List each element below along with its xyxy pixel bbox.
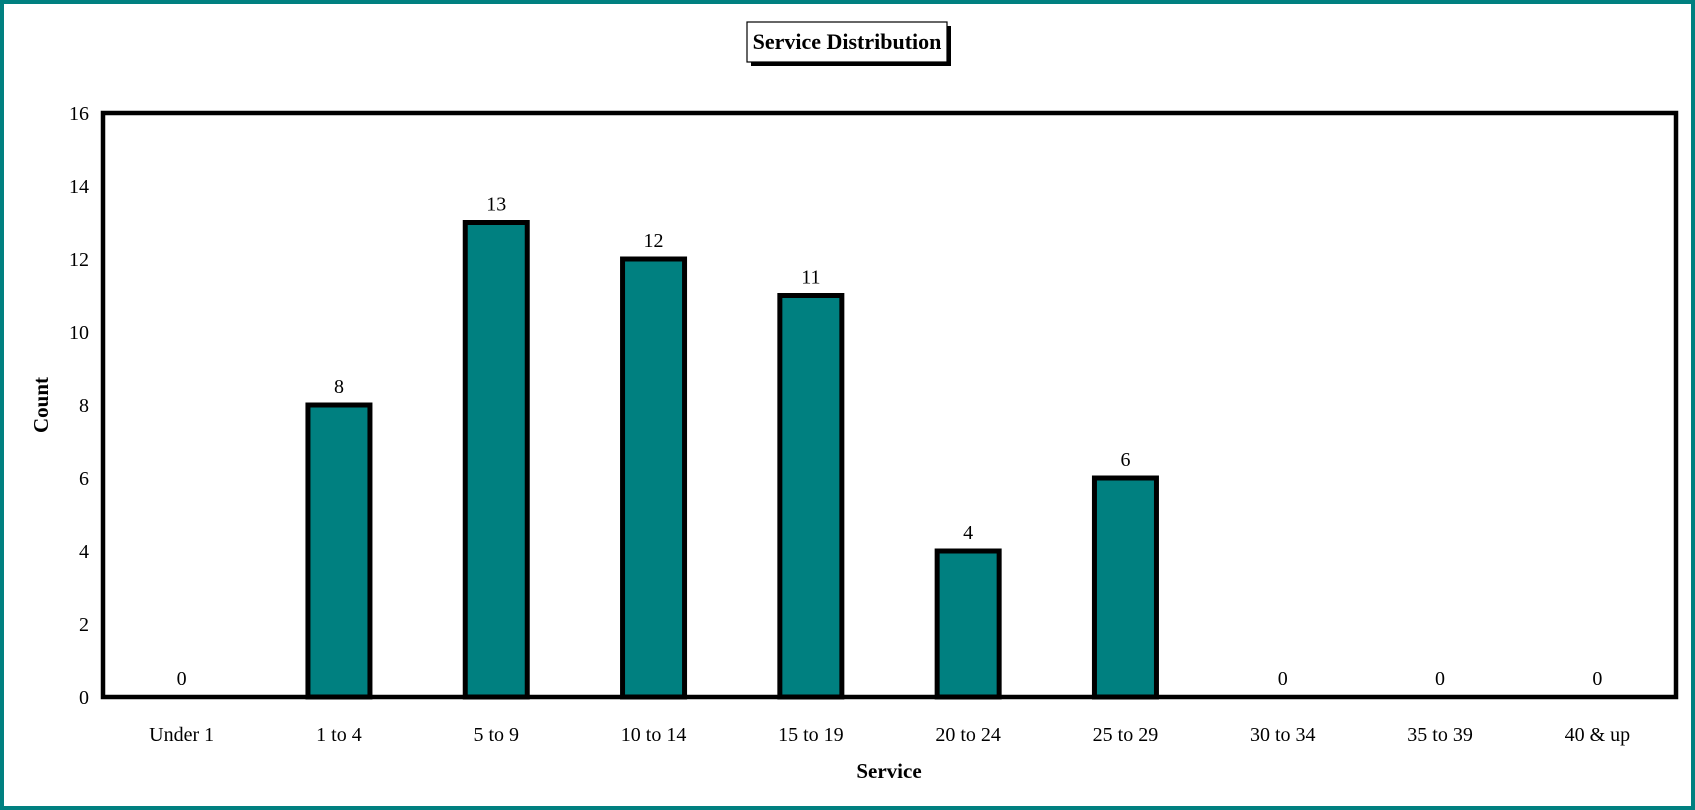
y-tick-label: 10: [69, 322, 89, 344]
data-label: 13: [486, 194, 506, 216]
bar: [620, 256, 688, 700]
data-label: 0: [177, 668, 187, 690]
y-tick-label: 0: [79, 687, 89, 709]
bar: [1091, 475, 1159, 700]
data-label: 6: [1120, 449, 1130, 471]
bar: [305, 402, 373, 700]
chart-title-box: [746, 21, 948, 63]
y-tick-label: 14: [69, 176, 89, 198]
chart-svg: Service Distribution 0 2 4 6 8 10 12 14 16 0 8 13 1…: [29, 21, 1679, 783]
x-tick-label: 30 to 34: [1250, 724, 1316, 746]
data-label: 12: [644, 230, 664, 252]
x-tick-label: 5 to 9: [473, 724, 519, 746]
data-label: 0: [1592, 668, 1602, 690]
y-tick-label: 16: [69, 103, 89, 125]
x-tick-label: 10 to 14: [621, 724, 687, 746]
data-label: 0: [1435, 668, 1445, 690]
y-tick-label: 12: [69, 249, 89, 271]
y-axis-label: Count: [29, 377, 53, 433]
x-tick-label: 35 to 39: [1407, 724, 1473, 746]
bar: [777, 293, 845, 700]
x-tick-label: 25 to 29: [1093, 724, 1159, 746]
bars-group: [305, 220, 1159, 700]
x-tick-label: 20 to 24: [935, 724, 1001, 746]
y-axis-ticks: 0 2 4 6 8 10 12 14 16: [69, 103, 89, 709]
data-labels-group: 0 8 13 12 11 4 6 0 0 0: [177, 194, 1603, 691]
y-tick-label: 4: [79, 541, 89, 563]
data-label: 0: [1278, 668, 1288, 690]
x-axis-label: Service: [856, 759, 921, 783]
x-axis-ticks: Under 1 1 to 4 5 to 9 10 to 14 15 to 19 20 to…: [149, 724, 1630, 746]
chart-title: Service Distribution: [753, 29, 942, 54]
bar: [462, 220, 530, 700]
x-tick-label: 40 & up: [1565, 724, 1631, 746]
data-label: 4: [963, 522, 973, 544]
data-label: 8: [334, 376, 344, 398]
data-label: 11: [801, 267, 820, 289]
y-tick-label: 2: [79, 614, 89, 636]
x-tick-label: 15 to 19: [778, 724, 844, 746]
chart-title-group: Service Distribution: [746, 21, 951, 66]
bar: [934, 548, 1002, 700]
y-tick-label: 6: [79, 468, 89, 490]
x-tick-label: Under 1: [149, 724, 214, 746]
y-tick-label: 8: [79, 395, 89, 417]
x-tick-label: 1 to 4: [316, 724, 362, 746]
